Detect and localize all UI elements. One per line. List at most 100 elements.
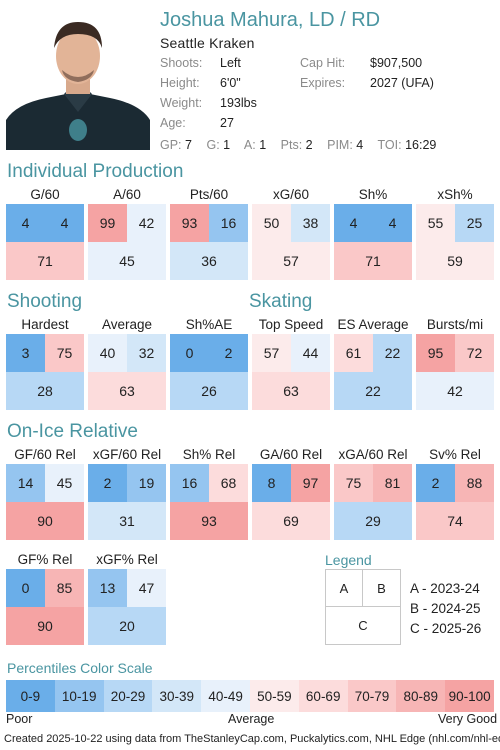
metric-title: GF% Rel bbox=[17, 552, 73, 567]
section-skating: Skating bbox=[249, 291, 313, 312]
metric-value-b: 88 bbox=[455, 464, 494, 502]
legend-entry-c: C - 2025-26 bbox=[410, 621, 482, 636]
section-on-ice-relative: On-Ice Relative bbox=[7, 421, 138, 442]
metric-value-b: 25 bbox=[455, 204, 494, 242]
metric-value-b: 4 bbox=[45, 204, 84, 242]
metric-value-a: 13 bbox=[88, 569, 127, 607]
metric-value-a: 3 bbox=[6, 334, 45, 372]
metric-title: xSh% bbox=[437, 187, 473, 202]
metric-value-a: 0 bbox=[170, 334, 209, 372]
gp-label: GP: bbox=[160, 138, 182, 152]
metric-value-a: 16 bbox=[170, 464, 209, 502]
metric-title: GF/60 Rel bbox=[14, 447, 76, 462]
metric-value-b: 85 bbox=[45, 569, 84, 607]
metric-title: xGF/60 Rel bbox=[92, 447, 162, 462]
scale-bin: 30-39 bbox=[152, 680, 202, 712]
metric-value-a: 55 bbox=[416, 204, 455, 242]
metric-value-b: 45 bbox=[45, 464, 84, 502]
shoots-value: Left bbox=[220, 56, 241, 70]
a-label: A: bbox=[243, 138, 256, 152]
metric-value-c: 90 bbox=[6, 607, 84, 645]
metric-title: Top Speed bbox=[258, 317, 324, 332]
metric-value-b: 32 bbox=[127, 334, 166, 372]
metric-value-c: 26 bbox=[170, 372, 248, 410]
a-value: 1 bbox=[259, 138, 267, 152]
metric-value-a: 61 bbox=[334, 334, 373, 372]
metric-value-c: 22 bbox=[334, 372, 412, 410]
cap-hit-value: $907,500 bbox=[370, 56, 423, 70]
metric-value-a: 2 bbox=[416, 464, 455, 502]
metric-title: Bursts/mi bbox=[426, 317, 484, 332]
scale-bin: 90-100 bbox=[445, 680, 494, 712]
shoots-label: Shoots: bbox=[160, 56, 203, 70]
metric-value-c: 63 bbox=[88, 372, 166, 410]
metric-value-c: 63 bbox=[252, 372, 330, 410]
metric-value-a: 99 bbox=[88, 204, 127, 242]
metric-value-c: 29 bbox=[334, 502, 412, 540]
metric-value-b: 72 bbox=[455, 334, 494, 372]
metric-value-c: 93 bbox=[170, 502, 248, 540]
legend-title: Legend bbox=[325, 552, 372, 568]
metric-value-c: 45 bbox=[88, 242, 166, 280]
expires-value: 2027 (UFA) bbox=[370, 76, 434, 90]
pim-value: 4 bbox=[356, 138, 364, 152]
legend-box-b: B bbox=[362, 569, 401, 607]
metric-value-b: 81 bbox=[373, 464, 412, 502]
metric-title: xGF% Rel bbox=[96, 552, 158, 567]
metric-title: ES Average bbox=[337, 317, 409, 332]
weight-label: Weight: bbox=[160, 96, 203, 110]
age-value: 27 bbox=[220, 116, 234, 130]
metric-value-a: 75 bbox=[334, 464, 373, 502]
team-name: Seattle Kraken bbox=[160, 35, 255, 51]
metric-title: xG/60 bbox=[272, 187, 310, 202]
metric-value-b: 2 bbox=[209, 334, 248, 372]
metric-value-b: 44 bbox=[291, 334, 330, 372]
metric-title: GA/60 Rel bbox=[259, 447, 323, 462]
metric-value-b: 42 bbox=[127, 204, 166, 242]
metric-value-c: 20 bbox=[88, 607, 166, 645]
legend-entry-b: B - 2024-25 bbox=[410, 601, 481, 616]
metric-value-c: 90 bbox=[6, 502, 84, 540]
metric-value-c: 71 bbox=[334, 242, 412, 280]
pts-value: 2 bbox=[305, 138, 313, 152]
metric-value-c: 28 bbox=[6, 372, 84, 410]
height-label: Height: bbox=[160, 76, 200, 90]
toi-label: TOI: bbox=[377, 138, 402, 152]
weight-value: 193lbs bbox=[220, 96, 257, 110]
section-individual-production: Individual Production bbox=[7, 161, 184, 182]
metric-value-b: 16 bbox=[209, 204, 248, 242]
metric-value-c: 71 bbox=[6, 242, 84, 280]
metric-value-a: 0 bbox=[6, 569, 45, 607]
metric-value-c: 31 bbox=[88, 502, 166, 540]
metric-value-b: 38 bbox=[291, 204, 330, 242]
scale-label-poor: Poor bbox=[6, 712, 33, 726]
metric-title: Hardest bbox=[21, 317, 69, 332]
metric-value-a: 57 bbox=[252, 334, 291, 372]
metric-value-a: 95 bbox=[416, 334, 455, 372]
g-value: 1 bbox=[223, 138, 231, 152]
scale-label-average: Average bbox=[228, 712, 275, 726]
metric-value-a: 50 bbox=[252, 204, 291, 242]
metric-title: Sv% Rel bbox=[429, 447, 481, 462]
legend-box-a: A bbox=[325, 569, 363, 607]
toi-value: 16:29 bbox=[405, 138, 437, 152]
metric-value-a: 40 bbox=[88, 334, 127, 372]
metric-value-b: 97 bbox=[291, 464, 330, 502]
metric-value-c: 74 bbox=[416, 502, 494, 540]
player-name: Joshua Mahura, LD / RD bbox=[160, 9, 381, 31]
metric-value-c: 69 bbox=[252, 502, 330, 540]
metric-value-a: 4 bbox=[6, 204, 45, 242]
metric-title: Sh% bbox=[358, 187, 388, 202]
metric-value-c: 59 bbox=[416, 242, 494, 280]
metric-value-a: 14 bbox=[6, 464, 45, 502]
g-label: G: bbox=[206, 138, 220, 152]
gp-value: 7 bbox=[185, 138, 192, 152]
metric-value-b: 68 bbox=[209, 464, 248, 502]
scale-bin: 20-29 bbox=[103, 680, 153, 712]
metric-value-c: 42 bbox=[416, 372, 494, 410]
section-shooting: Shooting bbox=[7, 291, 83, 312]
cap-hit-label: Cap Hit: bbox=[300, 56, 346, 70]
metric-title: Sh%AE bbox=[185, 317, 233, 332]
pim-label: PIM: bbox=[327, 138, 353, 152]
metric-title: G/60 bbox=[30, 187, 60, 202]
